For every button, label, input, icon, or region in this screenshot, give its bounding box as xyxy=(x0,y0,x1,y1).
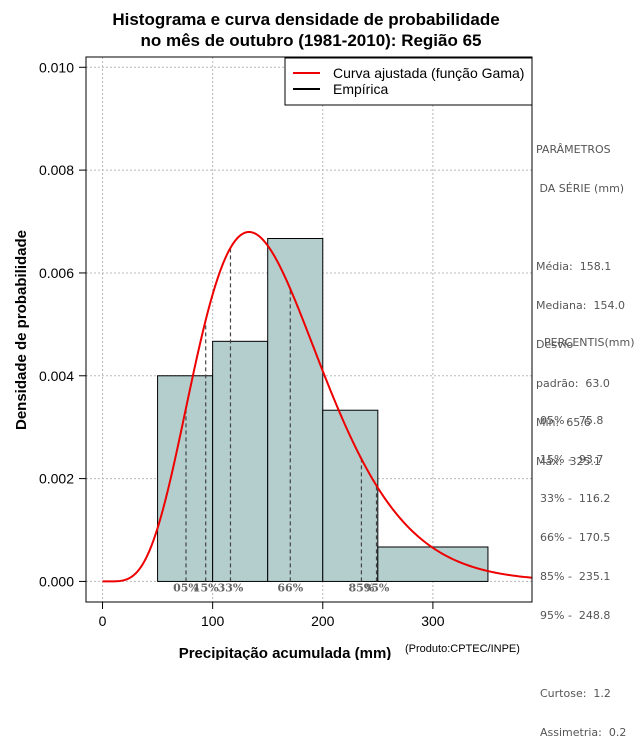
x-tick-label-2: 200 xyxy=(311,613,335,629)
stat-min: Mín: 65.6 xyxy=(536,416,591,429)
percentile-label-66%: 66% xyxy=(277,581,303,594)
y-tick-label-5: 0.010 xyxy=(39,59,74,75)
percentile-label-85%: 85% xyxy=(349,581,375,594)
percentile-15: 15% - 93.7 xyxy=(540,453,604,466)
axes: 0 100 200 300 0.000 0.002 0.004 0.006 0.008 0.010 xyxy=(39,59,445,629)
legend: Curva ajustada (função Gama) Empírica xyxy=(284,57,533,106)
stat-desvio-label: Desvio xyxy=(536,338,574,351)
histogram-bar-1 xyxy=(157,375,214,582)
histogram-bar-5 xyxy=(377,546,489,582)
x-tick-label-1: 100 xyxy=(201,613,225,629)
x-tick-label-3: 300 xyxy=(421,613,445,629)
series-parameters-panel: PARÂMETROS DA SÉRIE (mm) Média: 158.1 Me… xyxy=(536,117,625,481)
y-axis-label: Densidade de probabilidade xyxy=(13,230,30,430)
chart-title-line-2: no mês de outubro (1981-2010): Região 65 xyxy=(140,31,481,50)
x-tick-label-0: 0 xyxy=(99,613,107,629)
y-tick-label-4: 0.008 xyxy=(39,162,74,178)
assimetria: Assimetria: 0.2 xyxy=(540,726,627,739)
percentile-labels: 05%15% 33% 66% 85%95% xyxy=(173,581,390,594)
stats-title-line-1: PARÂMETROS xyxy=(536,143,611,156)
legend-box xyxy=(284,57,533,106)
credit-text: (Produto:CPTEC/INPE) xyxy=(405,643,520,655)
x-axis-label: Precipitação acumulada (mm) xyxy=(179,645,392,660)
legend-label-fit: Curva ajustada (função Gama) xyxy=(333,65,524,81)
y-tick-label-1: 0.002 xyxy=(39,471,74,487)
percentile-33: 33% - 116.2 xyxy=(540,492,611,505)
y-tick-label-2: 0.004 xyxy=(39,368,74,384)
percentile-label-33%: 33% xyxy=(218,581,244,594)
y-tick-label-3: 0.006 xyxy=(39,265,74,281)
stat-mediana: Mediana: 154.0 xyxy=(536,299,625,312)
percentiles-title: PERCENTIS(mm) xyxy=(544,336,635,349)
percentile-66: 66% - 170.5 xyxy=(540,531,611,544)
histogram-bar-4 xyxy=(322,409,379,582)
chart-title-line-1: Histograma e curva densidade de probabil… xyxy=(112,10,499,29)
percentile-label-05%: 05% xyxy=(173,581,199,594)
histogram-bar-2 xyxy=(212,340,269,582)
gamma-fit-curve xyxy=(102,230,533,583)
legend-label-empirical: Empírica xyxy=(333,81,388,97)
percentiles-panel: PERCENTIS(mm) 05% - 75.8 15% - 93.7 33% … xyxy=(540,310,635,752)
percentile-label-15%: 15% xyxy=(193,581,219,594)
curtose: Curtose: 1.2 xyxy=(540,687,611,700)
percentile-05: 05% - 75.8 xyxy=(540,414,604,427)
stat-media: Média: 158.1 xyxy=(536,260,612,273)
histogram-bar-3 xyxy=(267,237,324,582)
stats-title-line-2: DA SÉRIE (mm) xyxy=(536,182,625,195)
y-tick-label-0: 0.000 xyxy=(39,573,74,589)
stat-max: Máx: 325.1 xyxy=(536,455,601,468)
histogram-chart: 05%15% 33% 66% 85%95% 0 100 200 3000.0000.0020… xyxy=(13,10,533,660)
percentile-label-95%: 95% xyxy=(364,581,390,594)
percentile-lines xyxy=(185,247,378,582)
gamma-curve-layer xyxy=(102,230,533,583)
percentile-95: 95% - 248.8 xyxy=(540,609,611,622)
percentile-85: 85% - 235.1 xyxy=(540,570,611,583)
stat-desvio-value: padrão: 63.0 xyxy=(536,377,610,390)
histogram-bars xyxy=(157,237,489,582)
